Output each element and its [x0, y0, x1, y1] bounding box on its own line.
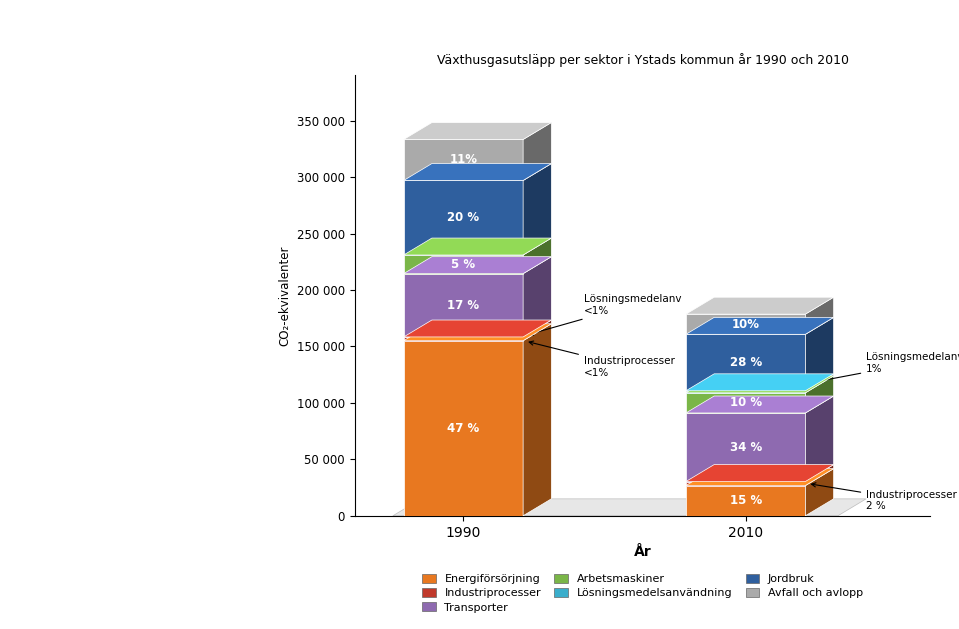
Text: 28 %: 28 % — [730, 356, 761, 369]
Text: 5 %: 5 % — [452, 258, 476, 271]
Polygon shape — [404, 337, 523, 341]
Legend: Energiförsörjning, Industriprocesser, Transporter, Arbetsmaskiner, Lösningsmedel: Energiförsörjning, Industriprocesser, Tr… — [418, 569, 867, 617]
Polygon shape — [404, 274, 523, 337]
Polygon shape — [404, 257, 551, 274]
Polygon shape — [404, 238, 551, 255]
Polygon shape — [806, 318, 833, 391]
Polygon shape — [523, 238, 551, 274]
Text: 34 %: 34 % — [730, 441, 761, 454]
Polygon shape — [404, 324, 551, 341]
Polygon shape — [686, 482, 806, 486]
X-axis label: År: År — [634, 545, 651, 559]
Polygon shape — [686, 469, 833, 486]
Polygon shape — [686, 391, 806, 392]
Text: Lösningsmedelanv
<1%: Lösningsmedelanv <1% — [529, 294, 682, 335]
Polygon shape — [404, 320, 551, 337]
Polygon shape — [806, 396, 833, 482]
Polygon shape — [686, 396, 833, 413]
Polygon shape — [404, 255, 523, 274]
Polygon shape — [686, 392, 806, 413]
Polygon shape — [686, 334, 806, 391]
Polygon shape — [686, 298, 833, 314]
Polygon shape — [806, 374, 833, 392]
Polygon shape — [404, 123, 551, 140]
Text: 47 %: 47 % — [447, 421, 480, 435]
Polygon shape — [404, 341, 523, 516]
Title: Växthusgasutsläpp per sektor i Ystads kommun år 1990 och 2010: Växthusgasutsläpp per sektor i Ystads ko… — [436, 53, 849, 67]
Polygon shape — [686, 413, 806, 482]
Text: 11%: 11% — [450, 153, 478, 167]
Y-axis label: CO₂-ekvivalenter: CO₂-ekvivalenter — [278, 245, 292, 346]
Text: 20 %: 20 % — [447, 211, 480, 224]
Text: 10 %: 10 % — [730, 396, 761, 409]
Polygon shape — [686, 318, 833, 334]
Polygon shape — [806, 298, 833, 334]
Polygon shape — [393, 499, 866, 516]
Polygon shape — [686, 374, 833, 391]
Polygon shape — [523, 164, 551, 255]
Polygon shape — [523, 320, 551, 341]
Polygon shape — [523, 257, 551, 337]
Polygon shape — [806, 376, 833, 413]
Text: Lösningsmedelanv
1%: Lösningsmedelanv 1% — [811, 352, 959, 384]
Text: Industriprocesser
<1%: Industriprocesser <1% — [529, 341, 675, 378]
Polygon shape — [523, 324, 551, 516]
Text: Industriprocesser
2 %: Industriprocesser 2 % — [811, 483, 957, 511]
Polygon shape — [404, 164, 551, 181]
Polygon shape — [404, 181, 523, 255]
Text: 15 %: 15 % — [730, 494, 761, 507]
Polygon shape — [686, 486, 806, 516]
Polygon shape — [686, 314, 806, 334]
Polygon shape — [686, 465, 833, 482]
Polygon shape — [404, 140, 523, 181]
Text: 10%: 10% — [732, 318, 760, 331]
Polygon shape — [806, 465, 833, 486]
Polygon shape — [523, 123, 551, 181]
Polygon shape — [806, 469, 833, 516]
Polygon shape — [686, 376, 833, 392]
Text: 17 %: 17 % — [447, 299, 480, 312]
